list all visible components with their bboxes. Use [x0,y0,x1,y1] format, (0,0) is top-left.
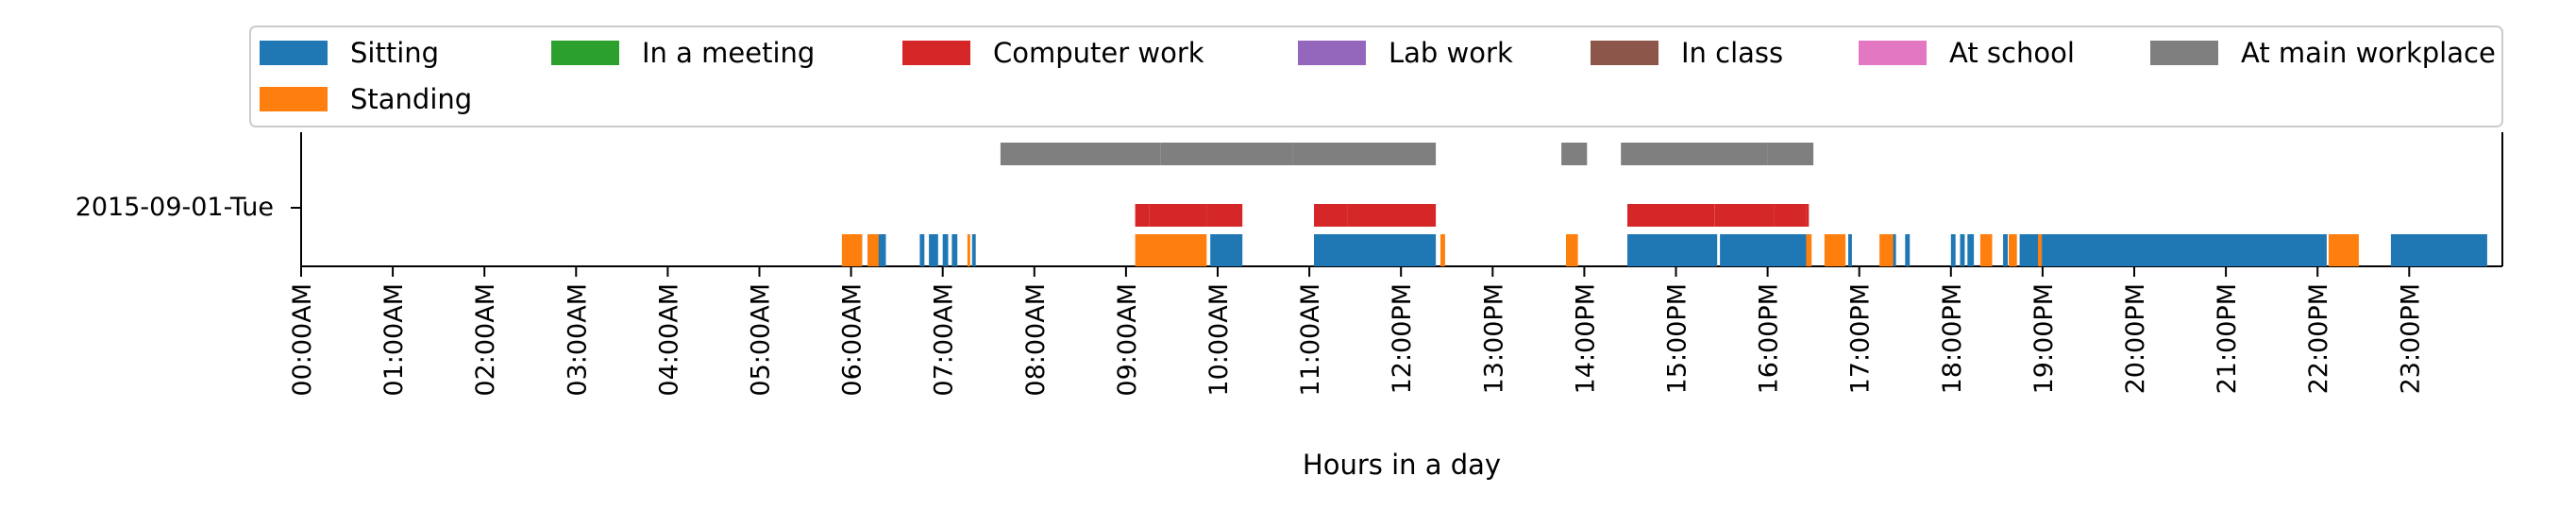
x-tick-label: 19:00PM [2029,283,2059,394]
legend-label: In a meeting [642,37,815,69]
x-tick-label: 08:00AM [1021,283,1051,397]
x-tick-label: 03:00AM [563,283,592,397]
legend-swatch [1591,41,1658,65]
x-tick-label: 06:00AM [838,283,867,397]
bar-sitting [1967,234,1975,266]
legend-label: At school [1949,37,2075,69]
x-tick-label: 13:00PM [1479,283,1508,394]
bar-sitting [942,234,949,266]
x-tick-label: 07:00AM [930,283,959,397]
bar-sitting [1720,234,1810,266]
bar-sitting [1848,234,1852,266]
y-tick-label: 2015-09-01-Tue [76,193,274,222]
legend-swatch [551,41,619,65]
bar-sitting [2390,234,2487,266]
x-tick-label: 12:00PM [1388,283,1417,394]
bar-computer-work [1149,204,1207,227]
x-tick-label: 09:00AM [1113,283,1142,397]
bar-standing [2009,234,2017,266]
activity-bars [841,143,2487,266]
bar-computer-work [1314,204,1348,227]
bar-sitting [1210,234,1243,266]
bar-at-main-workplace [1292,143,1360,165]
bar-sitting [1960,234,1965,266]
bar-sitting [929,234,938,266]
bar-standing [1824,234,1846,266]
bar-standing [2038,234,2042,266]
bar-at-main-workplace [1561,143,1588,165]
x-tick-label: 02:00AM [471,283,500,397]
legend-swatch [2150,41,2218,65]
bar-standing [1806,234,1812,266]
bar-at-main-workplace [1000,143,1161,165]
bar-sitting [2042,234,2327,266]
x-tick-label: 14:00PM [1571,283,1600,394]
x-tick-label: 20:00PM [2121,283,2150,394]
x-tick-label: 00:00AM [288,283,317,397]
bar-sitting [1627,234,1718,266]
bar-sitting [971,234,976,266]
bar-sitting [2003,234,2008,266]
bar-computer-work [1806,204,1810,227]
x-tick-label: 16:00PM [1755,283,1784,394]
legend-label: At main workplace [2241,37,2496,69]
x-tick-label: 22:00PM [2304,283,2333,394]
x-axis-label: Hours in a day [1303,449,1501,481]
x-tick-label: 01:00AM [379,283,409,397]
x-tick-label: 23:00PM [2396,283,2425,394]
x-tick-label: 11:00AM [1296,283,1325,397]
legend-box [249,26,2503,128]
bar-computer-work [1206,204,1243,227]
legend-swatch [1298,41,1366,65]
bar-sitting [919,234,925,266]
x-tick-label: 17:00PM [1846,283,1876,394]
legend-items: Sitting In a meeting Computer work Lab work… [260,37,2496,115]
bar-standing [1440,234,1445,266]
bar-at-main-workplace [1767,143,1814,165]
x-ticks: 00:00AM 01:00AM 02:00AM 03:00AM 04:00AM 05:00… [288,266,2425,397]
x-tick-label: 18:00PM [1938,283,1967,394]
bar-sitting [876,234,886,266]
legend-label: Computer work [993,37,1204,69]
bar-sitting [1950,234,1956,266]
bar-standing [841,234,863,266]
legend-swatch [902,41,970,65]
bar-computer-work [1627,204,1715,227]
x-tick-label: 21:00PM [2213,283,2242,394]
bar-at-main-workplace [1359,143,1437,165]
bar-computer-work [1347,204,1437,227]
bar-at-main-workplace [1621,143,1768,165]
bar-sitting [1314,234,1437,266]
bar-standing [1566,234,1578,266]
legend-label: Sitting [350,37,439,69]
legend-swatch [260,41,328,65]
bar-computer-work [1714,204,1775,227]
bar-sitting [951,234,958,266]
x-tick-label: 15:00PM [1663,283,1692,394]
bar-standing [967,234,970,266]
legend-label: In class [1681,37,1783,69]
bar-at-main-workplace [1160,143,1293,165]
legend: Sitting In a meeting Computer work Lab work… [249,26,2503,128]
bar-standing [2328,234,2359,266]
x-tick-label: 04:00AM [654,283,683,397]
bar-standing [1879,234,1894,266]
x-tick-label: 10:00AM [1204,283,1234,397]
bar-sitting [1891,234,1896,266]
legend-swatch [260,87,328,111]
legend-label: Lab work [1389,37,1513,69]
bar-computer-work [1774,204,1807,227]
bar-computer-work [1135,204,1150,227]
legend-swatch [1859,41,1927,65]
bar-sitting [1905,234,1911,266]
bar-standing [1979,234,1993,266]
x-tick-label: 05:00AM [747,283,776,397]
bar-standing [867,234,879,266]
legend-label: Standing [350,83,472,115]
bar-standing [1135,234,1207,266]
